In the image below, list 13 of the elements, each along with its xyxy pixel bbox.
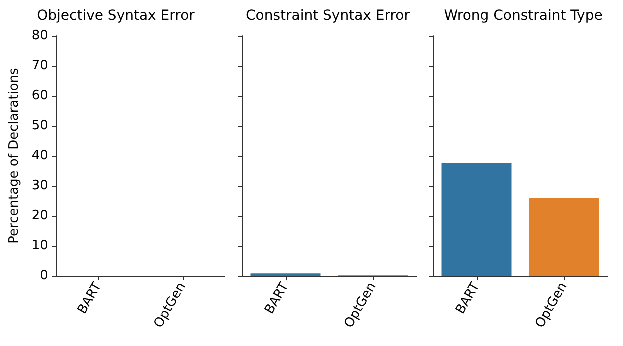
chart-title: Wrong Constraint Type (444, 8, 603, 24)
y-tick-label: 10 (32, 238, 48, 254)
y-tick-label: 20 (32, 208, 48, 224)
y-tick-label: 50 (32, 118, 48, 134)
y-axis-title: Percentage of Declarations (7, 68, 22, 244)
chart-title: Constraint Syntax Error (246, 8, 410, 24)
y-tick-label: 0 (40, 268, 48, 284)
chart-title: Objective Syntax Error (37, 8, 196, 24)
y-tick-label: 80 (32, 28, 48, 44)
y-tick-label: 60 (32, 88, 48, 104)
y-tick-label: 40 (32, 148, 48, 164)
y-tick-label: 30 (32, 178, 48, 194)
y-tick-label: 70 (32, 58, 48, 74)
